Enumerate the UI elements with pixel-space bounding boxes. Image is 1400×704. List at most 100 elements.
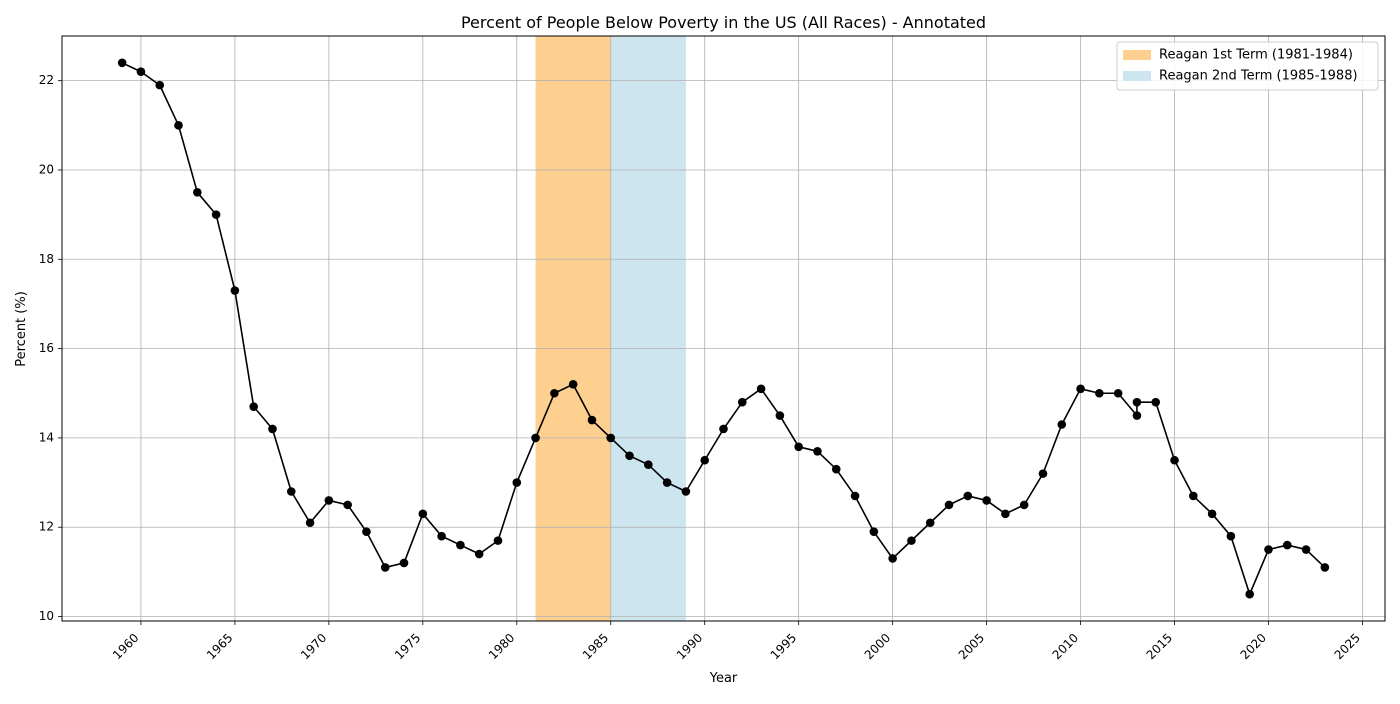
data-point xyxy=(681,487,691,496)
x-tick-label: 1970 xyxy=(298,631,329,662)
data-point xyxy=(117,58,127,68)
data-point xyxy=(982,496,991,505)
y-tick-label: 12 xyxy=(39,520,54,534)
data-point xyxy=(493,536,503,545)
legend-box xyxy=(1116,41,1379,91)
data-point xyxy=(550,388,559,398)
x-tick-label: 2020 xyxy=(1238,631,1269,662)
x-tick-label: 2000 xyxy=(862,631,893,662)
legend-swatch xyxy=(1123,71,1151,81)
x-tick-label: 1980 xyxy=(486,631,517,662)
data-point xyxy=(963,491,973,501)
x-tick-label: 2015 xyxy=(1144,631,1175,662)
data-point xyxy=(324,496,334,505)
data-point xyxy=(925,518,935,528)
x-tick-label: 2010 xyxy=(1050,631,1081,662)
data-point xyxy=(850,491,860,501)
data-point xyxy=(587,415,597,425)
data-point xyxy=(1019,500,1029,510)
x-tick-label: 1965 xyxy=(204,631,235,662)
legend: Reagan 1st Term (1981-1984) Reagan 2nd Te… xyxy=(1116,41,1379,91)
data-point xyxy=(1132,411,1142,420)
data-point xyxy=(418,509,428,519)
data-point xyxy=(1189,491,1198,501)
data-point xyxy=(230,286,240,295)
data-point xyxy=(1076,384,1085,394)
data-point xyxy=(1245,589,1254,599)
data-point xyxy=(362,527,371,536)
y-tick-label: 10 xyxy=(39,609,54,623)
data-point xyxy=(794,442,803,452)
data-point xyxy=(907,536,916,545)
data-point xyxy=(1282,540,1292,550)
data-point xyxy=(625,451,634,461)
data-point xyxy=(1095,388,1104,398)
legend-label: Reagan 1st Term (1981-1984) xyxy=(1159,48,1353,63)
y-tick-label: 20 xyxy=(39,162,54,176)
data-point xyxy=(474,549,484,559)
data-point xyxy=(1113,388,1123,398)
plot-frame xyxy=(61,35,1386,622)
data-point xyxy=(305,518,315,528)
y-tick-label: 14 xyxy=(39,430,54,444)
x-tick-label: 2025 xyxy=(1332,631,1363,662)
x-tick-label: 1975 xyxy=(392,631,423,662)
legend-label: Reagan 2nd Term (1985-1988) xyxy=(1159,69,1358,84)
data-point xyxy=(644,460,653,470)
data-point xyxy=(1226,531,1236,541)
data-point xyxy=(737,397,747,407)
y-axis-label: Percent (%) xyxy=(14,291,29,367)
data-point xyxy=(1301,545,1311,554)
shaded-region-1 xyxy=(535,36,611,621)
shaded-region-2 xyxy=(610,36,686,621)
data-point xyxy=(531,433,540,443)
data-point xyxy=(380,563,390,572)
data-point xyxy=(831,464,841,474)
data-point xyxy=(756,384,766,394)
data-point xyxy=(1320,563,1330,572)
data-point xyxy=(136,67,146,77)
data-point xyxy=(1001,509,1010,519)
x-axis-label: Year xyxy=(709,671,738,686)
data-point xyxy=(343,500,352,510)
data-point xyxy=(211,210,221,219)
data-point xyxy=(437,531,446,541)
data-point xyxy=(249,402,258,411)
data-point xyxy=(193,187,202,197)
x-tick-label: 1990 xyxy=(674,631,705,662)
series-line xyxy=(121,62,1326,596)
data-point xyxy=(456,540,465,550)
data-point xyxy=(606,433,616,443)
data-point xyxy=(662,478,672,487)
data-point xyxy=(1057,420,1067,429)
data-point xyxy=(268,424,277,434)
y-tick-label: 22 xyxy=(39,73,54,87)
x-tick-label: 1995 xyxy=(768,631,799,662)
data-point xyxy=(944,500,954,510)
data-point xyxy=(286,487,296,496)
data-point xyxy=(1264,545,1273,554)
data-point xyxy=(1132,397,1142,407)
data-point xyxy=(512,478,522,487)
data-point xyxy=(869,527,879,536)
data-point xyxy=(155,80,165,90)
data-point xyxy=(775,411,785,420)
data-point xyxy=(719,424,728,434)
data-point xyxy=(1151,397,1161,407)
legend-swatch xyxy=(1123,50,1151,60)
chart-title: Percent of People Below Poverty in the U… xyxy=(461,13,986,32)
plot-area: 1960 1965 1970 1975 1980 1985 1990 1995 2000 2005… xyxy=(39,35,1386,662)
data-point xyxy=(813,447,822,456)
data-point xyxy=(700,455,710,465)
data-point xyxy=(568,380,578,389)
y-tick-label: 16 xyxy=(39,341,54,355)
data-point xyxy=(1170,455,1179,465)
x-tick-label: 2005 xyxy=(956,631,987,662)
data-point xyxy=(1038,469,1048,478)
data-point xyxy=(174,121,183,130)
data-point xyxy=(399,558,409,568)
y-tick-label: 18 xyxy=(39,252,54,266)
data-point xyxy=(1207,509,1217,519)
